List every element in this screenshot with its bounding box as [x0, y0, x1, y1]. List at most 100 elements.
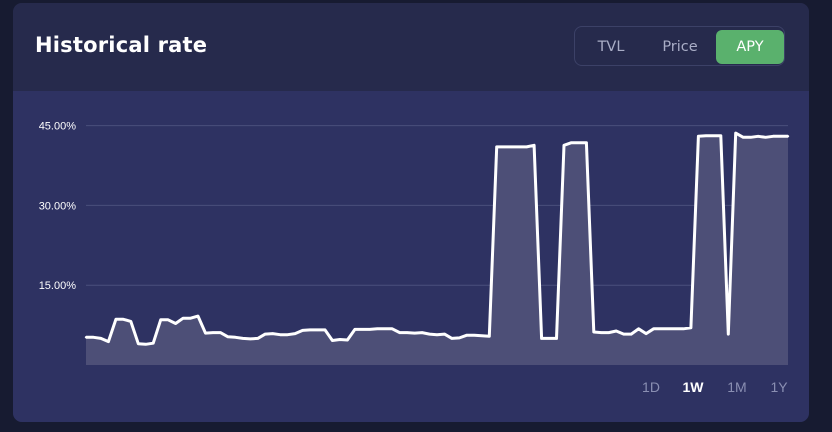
- data-point: [122, 318, 124, 320]
- range-1m[interactable]: 1M: [722, 379, 752, 395]
- data-point: [107, 340, 109, 342]
- y-tick-label: 45.00%: [39, 121, 77, 133]
- data-point: [204, 332, 206, 334]
- data-point: [451, 337, 453, 339]
- data-point: [525, 146, 527, 148]
- data-point: [585, 142, 587, 144]
- data-point: [301, 329, 303, 331]
- data-point: [324, 329, 326, 331]
- data-point: [615, 330, 617, 332]
- data-point: [757, 135, 759, 137]
- data-point: [764, 136, 766, 138]
- data-point: [772, 135, 774, 137]
- data-point: [227, 336, 229, 338]
- data-point: [286, 334, 288, 336]
- data-point: [257, 337, 259, 339]
- data-point: [518, 146, 520, 148]
- data-point: [578, 142, 580, 144]
- data-point: [309, 329, 311, 331]
- y-axis-ticks: 15.00% 30.00% 45.00%: [39, 121, 77, 293]
- data-point: [219, 331, 221, 333]
- data-point: [212, 331, 214, 333]
- data-point: [690, 327, 692, 329]
- data-point: [443, 333, 445, 335]
- data-point: [458, 337, 460, 339]
- data-point: [787, 135, 789, 137]
- chart-area: 15.00% 30.00% 45.00% 1D 1W 1M 1Y: [13, 91, 809, 422]
- historical-rate-card: Historical rate TVL Price APY 15.00% 30.0…: [13, 3, 809, 422]
- data-point: [496, 146, 498, 148]
- range-1w[interactable]: 1W: [678, 379, 708, 395]
- data-point: [234, 336, 236, 338]
- data-point: [593, 331, 595, 333]
- data-point: [413, 332, 415, 334]
- data-point: [660, 328, 662, 330]
- data-point: [167, 319, 169, 321]
- data-point: [376, 328, 378, 330]
- data-point: [369, 328, 371, 330]
- data-point: [249, 338, 251, 340]
- data-point: [548, 337, 550, 339]
- data-point: [92, 336, 94, 338]
- apy-chart: 15.00% 30.00% 45.00%: [13, 91, 809, 371]
- data-point: [652, 328, 654, 330]
- data-point: [608, 331, 610, 333]
- data-point: [682, 328, 684, 330]
- apy-line: [86, 133, 788, 344]
- data-point: [279, 334, 281, 336]
- data-point: [361, 328, 363, 330]
- card-header: Historical rate TVL Price APY: [13, 3, 809, 91]
- data-point: [742, 136, 744, 138]
- data-point: [623, 333, 625, 335]
- tab-price[interactable]: Price: [645, 30, 715, 64]
- data-point: [189, 317, 191, 319]
- data-point: [264, 333, 266, 335]
- data-point: [137, 343, 139, 345]
- data-point: [436, 334, 438, 336]
- data-point: [346, 339, 348, 341]
- tab-apy[interactable]: APY: [716, 30, 784, 64]
- data-point: [600, 331, 602, 333]
- data-point: [473, 334, 475, 336]
- data-point: [316, 329, 318, 331]
- data-point: [735, 132, 737, 134]
- data-point: [421, 331, 423, 333]
- data-point: [720, 135, 722, 137]
- data-point: [384, 328, 386, 330]
- data-point: [705, 135, 707, 137]
- data-point: [197, 315, 199, 317]
- data-point: [667, 328, 669, 330]
- y-tick-label: 30.00%: [39, 200, 77, 212]
- data-point: [570, 142, 572, 144]
- data-point: [406, 331, 408, 333]
- data-point: [294, 332, 296, 334]
- data-point: [428, 333, 430, 335]
- data-point: [697, 135, 699, 137]
- data-point: [339, 338, 341, 340]
- data-point: [540, 337, 542, 339]
- apy-points: [85, 132, 789, 346]
- page-title: Historical rate: [35, 33, 207, 57]
- grid-lines: [86, 126, 788, 286]
- data-point: [174, 322, 176, 324]
- data-point: [242, 337, 244, 339]
- range-1d[interactable]: 1D: [636, 379, 666, 395]
- range-1y[interactable]: 1Y: [764, 379, 794, 395]
- data-point: [555, 337, 557, 339]
- y-tick-label: 15.00%: [39, 280, 77, 292]
- data-point: [645, 332, 647, 334]
- data-point: [637, 328, 639, 330]
- data-point: [272, 332, 274, 334]
- tab-tvl[interactable]: TVL: [578, 30, 644, 64]
- data-point: [511, 146, 513, 148]
- data-point: [675, 328, 677, 330]
- data-point: [466, 334, 468, 336]
- data-point: [145, 343, 147, 345]
- data-point: [100, 337, 102, 339]
- data-point: [630, 333, 632, 335]
- data-point: [182, 317, 184, 319]
- data-point: [391, 328, 393, 330]
- data-point: [481, 335, 483, 337]
- metric-switcher: TVL Price APY: [574, 26, 785, 66]
- data-point: [779, 135, 781, 137]
